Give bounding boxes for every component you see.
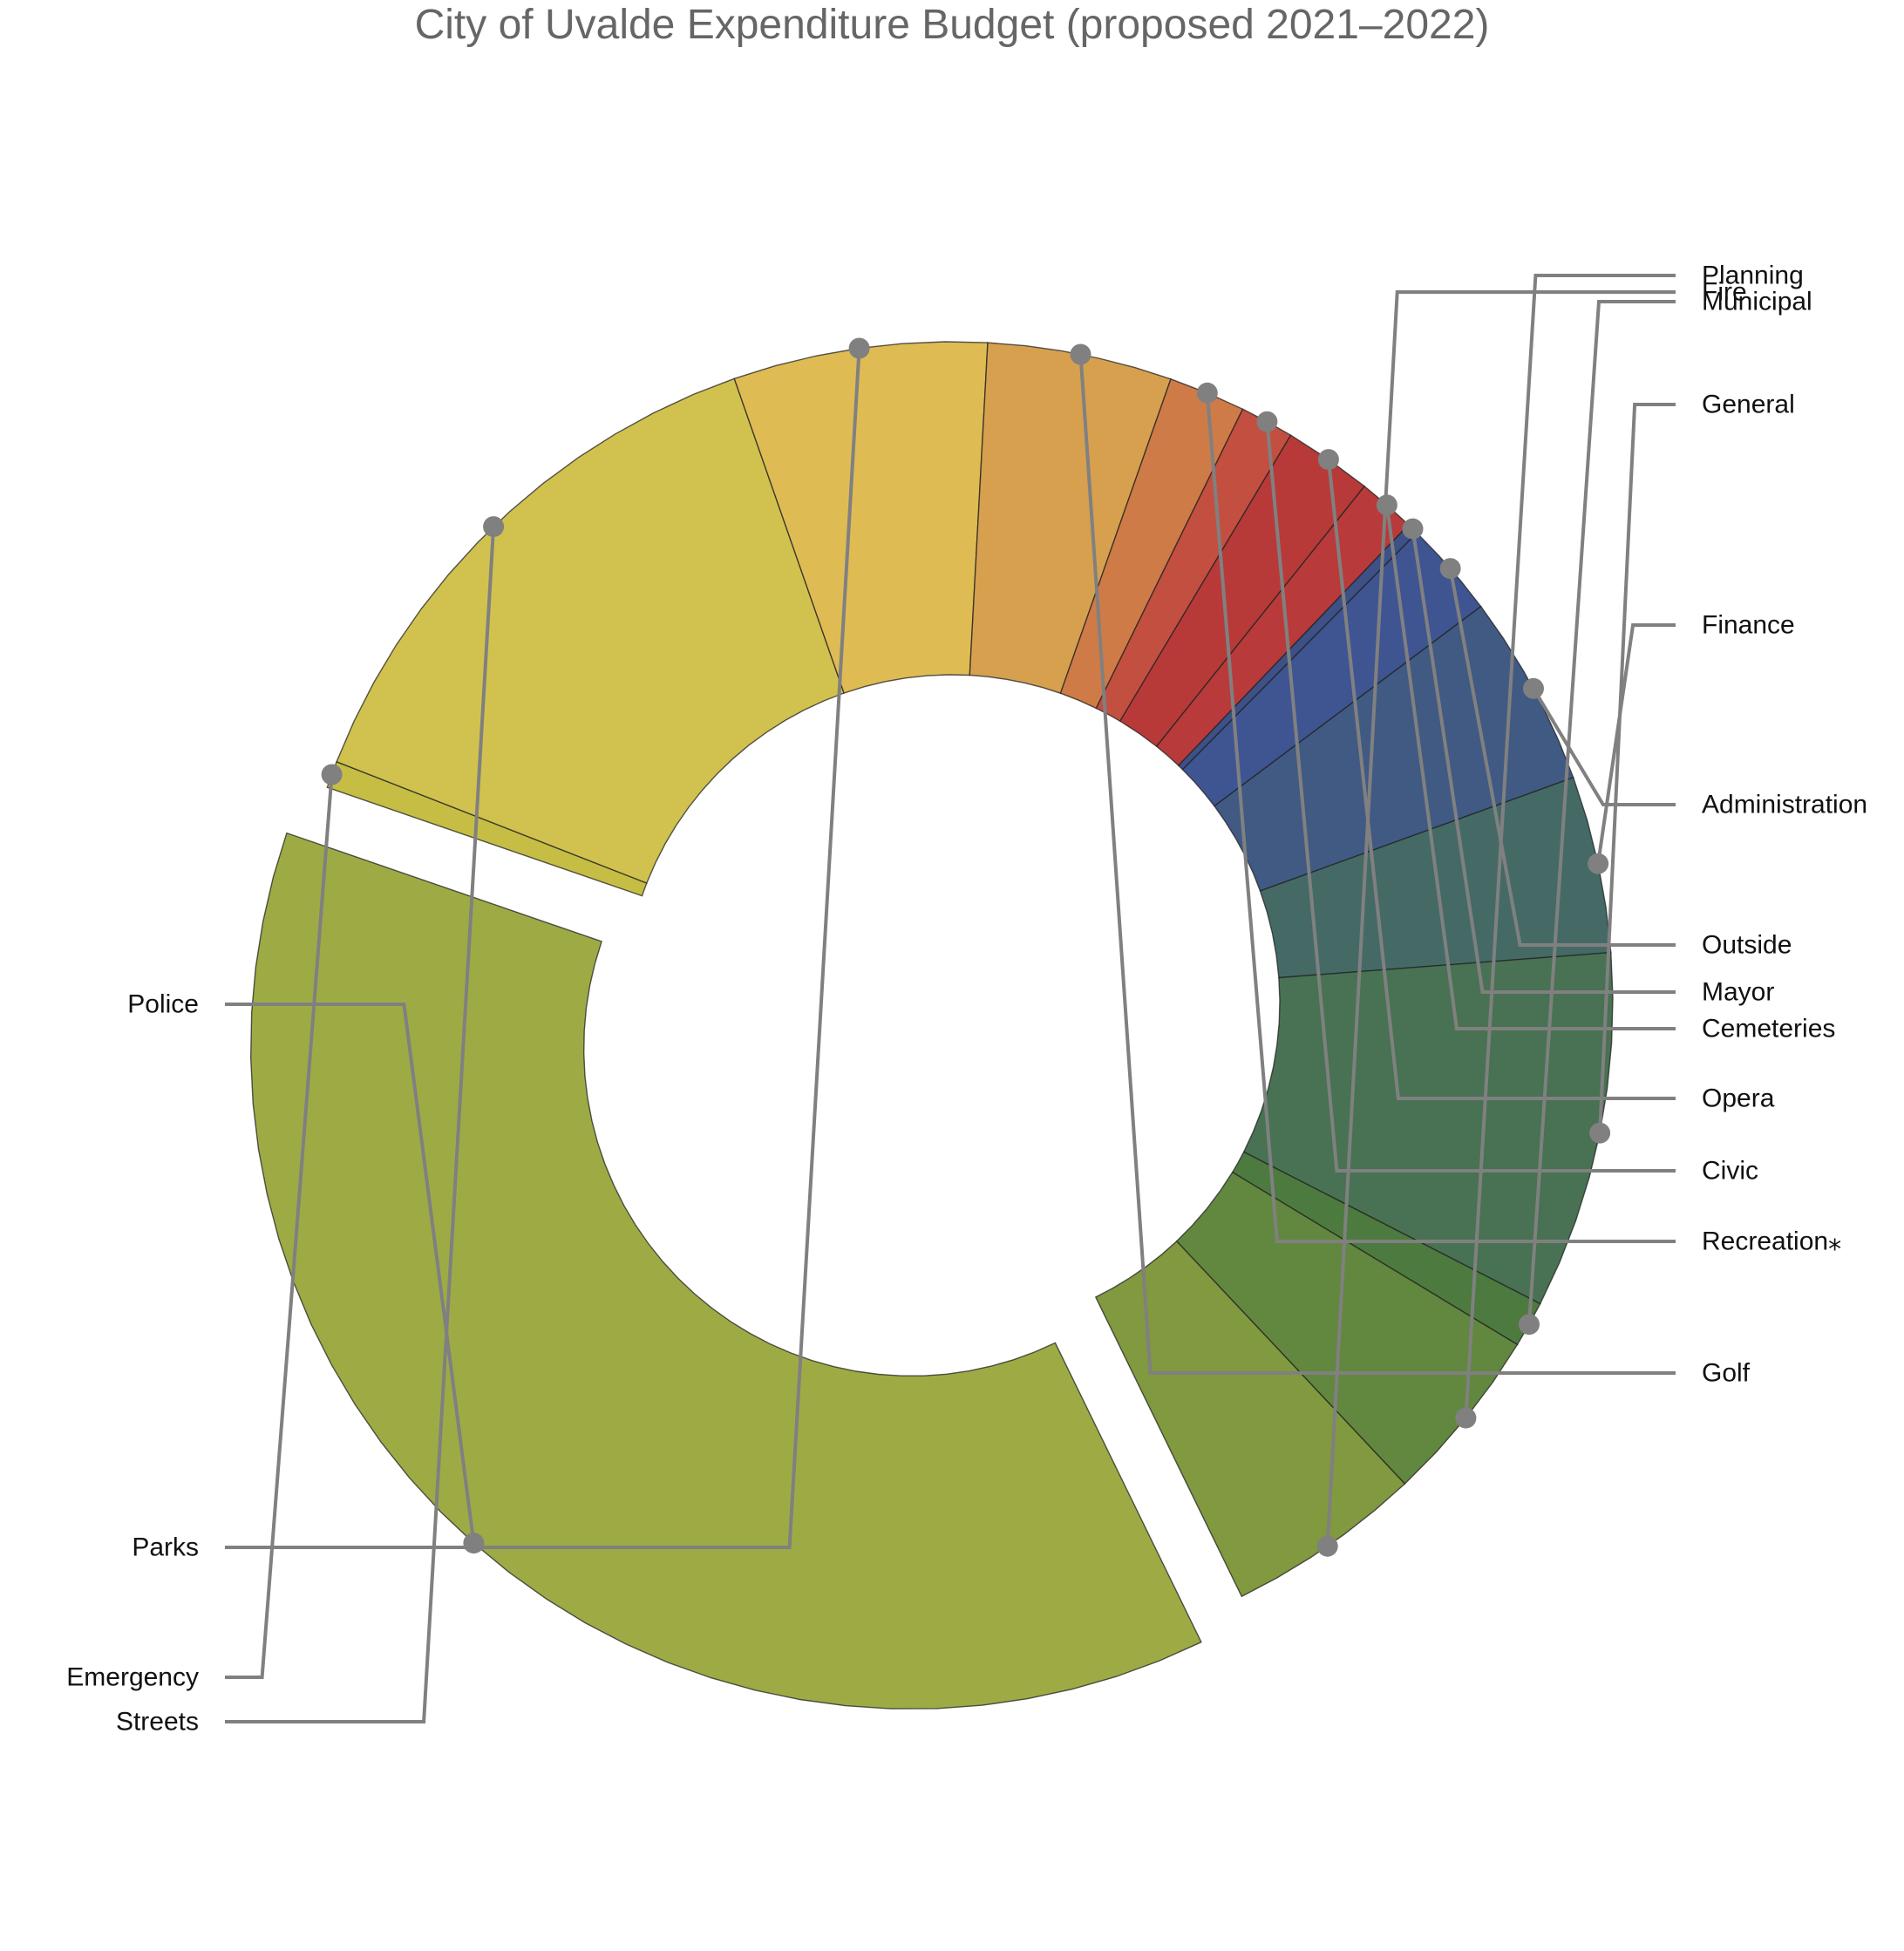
leader-line-emergency	[225, 774, 334, 1679]
slice-label-administration: Administration	[1702, 791, 1867, 819]
leader-dot-municipal	[1519, 1314, 1540, 1336]
leader-dot-golf	[1070, 343, 1091, 365]
leader-dot-parks	[848, 337, 870, 359]
leader-line-streets	[225, 526, 496, 1723]
leader-dot-finance	[1588, 853, 1609, 874]
leader-line-golf	[1078, 354, 1676, 1375]
slice-label-parks: Parks	[132, 1533, 199, 1562]
leader-line-finance	[1596, 623, 1676, 864]
leader-line-administration	[1532, 687, 1676, 806]
leader-dot-mayor	[1402, 518, 1424, 540]
slices-group	[249, 341, 1614, 1710]
slice-label-civic: Civic	[1702, 1157, 1758, 1186]
slice-label-emergency: Emergency	[66, 1663, 199, 1692]
leader-line-opera	[1326, 459, 1676, 1100]
slice-label-cemeteries: Cemeteries	[1702, 1015, 1835, 1043]
leader-dot-police	[463, 1533, 485, 1554]
leader-line-cemeteries	[1384, 505, 1676, 1030]
leader-dot-opera	[1317, 449, 1339, 471]
leader-dot-outside	[1439, 558, 1461, 580]
slice-label-streets: Streets	[116, 1708, 199, 1737]
labels-group: Police Emergency Streets Parks Golf Recreatio…	[66, 262, 1867, 1737]
leader-dot-streets	[483, 516, 505, 538]
leader-line-police	[225, 1003, 476, 1544]
leader-line-fire	[1325, 290, 1676, 1547]
leader-line-parks	[225, 348, 861, 1549]
slice-label-municipal: Municipal	[1702, 288, 1812, 316]
leaders-group	[225, 274, 1676, 1723]
slice-label-finance: Finance	[1702, 611, 1795, 640]
leader-dot-administration	[1523, 677, 1544, 699]
leader-dot-emergency	[321, 764, 343, 785]
leader-line-general	[1598, 403, 1676, 1133]
slice-label-police: Police	[127, 990, 199, 1019]
slice-label-outside: Outside	[1702, 931, 1792, 960]
leader-dot-civic	[1256, 411, 1278, 432]
leader-line-mayor	[1411, 528, 1676, 994]
leader-line-municipal	[1527, 300, 1676, 1325]
slice-police	[249, 832, 1202, 1710]
leader-dot-planning	[1455, 1407, 1477, 1429]
leader-line-outside	[1448, 568, 1676, 947]
slice-label-general: General	[1702, 391, 1795, 419]
leader-line-planning	[1464, 274, 1676, 1418]
leader-dot-general	[1589, 1122, 1611, 1144]
slice-label-fire: Fire	[1702, 278, 1747, 307]
leader-line-civic	[1265, 421, 1676, 1173]
chart-title: City of Uvalde Expenditure Budget (propo…	[415, 2, 1490, 48]
slice-label-golf: Golf	[1702, 1359, 1751, 1388]
slice-fire	[1094, 1240, 1406, 1598]
leader-line-recreation	[1205, 392, 1676, 1243]
slice-label-recreation: Recreation⁎	[1702, 1227, 1841, 1256]
leader-dot-fire	[1316, 1535, 1338, 1557]
slice-label-planning: Planning	[1702, 262, 1804, 290]
slice-label-mayor: Mayor	[1702, 978, 1774, 1007]
leader-dot-recreation	[1196, 382, 1218, 404]
slice-label-opera: Opera	[1702, 1084, 1775, 1113]
